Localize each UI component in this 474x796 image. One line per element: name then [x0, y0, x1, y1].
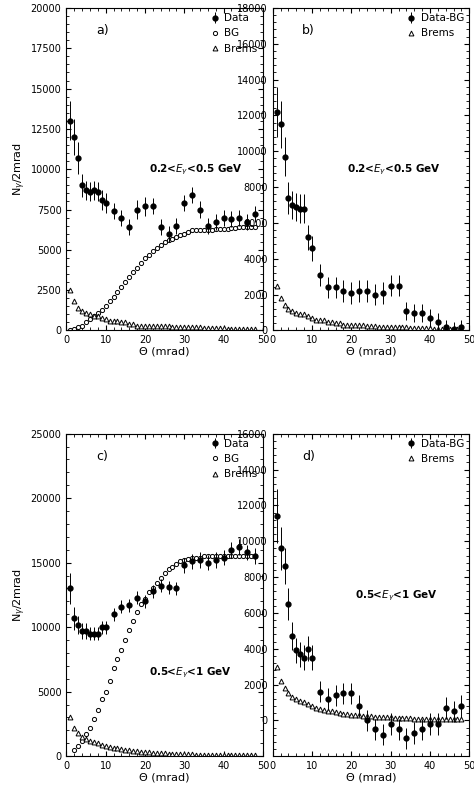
- Legend: Data, BG, Brems: Data, BG, Brems: [208, 11, 260, 56]
- X-axis label: Θ (mrad): Θ (mrad): [346, 772, 396, 782]
- X-axis label: Θ (mrad): Θ (mrad): [139, 772, 190, 782]
- Legend: Data-BG, Brems: Data-BG, Brems: [404, 437, 466, 466]
- X-axis label: Θ (mrad): Θ (mrad): [346, 347, 396, 357]
- Text: 0.2<$E_\gamma$<0.5 GeV: 0.2<$E_\gamma$<0.5 GeV: [347, 162, 441, 178]
- Legend: Data, BG, Brems: Data, BG, Brems: [208, 437, 260, 482]
- Text: a): a): [96, 24, 109, 37]
- Text: 0.2<$E_\gamma$<0.5 GeV: 0.2<$E_\gamma$<0.5 GeV: [149, 162, 243, 178]
- Text: d): d): [302, 450, 315, 462]
- Text: c): c): [96, 450, 108, 462]
- Text: b): b): [302, 24, 315, 37]
- Y-axis label: N$_\gamma$/2mrad: N$_\gamma$/2mrad: [11, 568, 28, 622]
- Text: 0.5<$E_\gamma$<1 GeV: 0.5<$E_\gamma$<1 GeV: [149, 666, 232, 681]
- Text: 0.5<$E_\gamma$<1 GeV: 0.5<$E_\gamma$<1 GeV: [356, 588, 438, 603]
- X-axis label: Θ (mrad): Θ (mrad): [139, 347, 190, 357]
- Y-axis label: N$_\gamma$/2mrad: N$_\gamma$/2mrad: [11, 142, 28, 196]
- Legend: Data-BG, Brems: Data-BG, Brems: [404, 11, 466, 41]
